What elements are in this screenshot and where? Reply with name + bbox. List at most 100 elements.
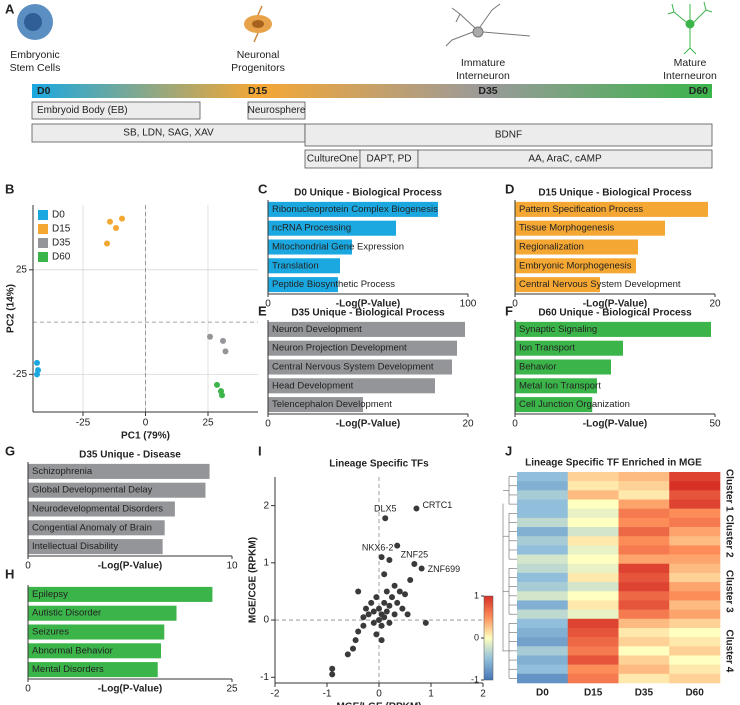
point [214, 381, 220, 388]
cluster-label: Cluster 4 [723, 629, 734, 672]
heatmap-cell [669, 499, 721, 509]
point-label: DLX5 [374, 504, 397, 514]
point [422, 619, 429, 626]
bar [515, 239, 638, 255]
point [352, 637, 359, 644]
chart-title: D0 Unique - Biological Process [294, 188, 442, 199]
chart-title: D60 Unique - Biological Process [538, 308, 692, 319]
bar-label: Ion Transport [519, 343, 575, 354]
heatmap-cell [567, 600, 619, 610]
bar [268, 277, 338, 293]
point [376, 605, 382, 612]
bar [268, 359, 452, 375]
x-tick-label: 0 [265, 299, 271, 310]
heatmap-cell [567, 618, 619, 629]
heatmap-cell [567, 554, 619, 565]
bar [268, 220, 396, 236]
bar [268, 321, 465, 337]
point [402, 591, 408, 598]
cluster-label: Cluster 2 [723, 515, 734, 558]
bar [268, 201, 438, 217]
heatmap-cell [517, 618, 569, 629]
heatmap-cell [669, 536, 721, 546]
point [378, 554, 385, 561]
colorbar [483, 595, 494, 681]
bar [515, 220, 665, 236]
bar-label: Abnormal Behavior [32, 645, 113, 656]
panel-label: B [5, 181, 14, 196]
x-tick-label: 0 [512, 299, 518, 310]
heatmap-cell [618, 609, 670, 620]
heatmap-cell [517, 527, 569, 537]
bar-label: Schizophrenia [32, 466, 93, 477]
heatmap-cell [567, 527, 619, 537]
bar [515, 359, 611, 375]
point [381, 614, 388, 621]
bar-label: Pattern Specification Process [519, 204, 643, 215]
heatmap-cell [618, 527, 670, 537]
heatmap-cell [517, 481, 569, 491]
heatmap-cell [567, 582, 619, 592]
heatmap-cell [517, 600, 569, 610]
heatmap-cell [567, 499, 619, 509]
point [329, 671, 336, 678]
bar [515, 378, 597, 394]
legend-label: D15 [52, 224, 71, 235]
heatmap-cell [669, 637, 721, 647]
point-label: NKX6-2 [362, 542, 394, 552]
x-axis-title: -Log(P-Value) [583, 299, 647, 310]
stage-label: Stem Cells [10, 62, 61, 74]
bar [515, 340, 623, 356]
heatmap-cell [517, 508, 569, 519]
point [418, 565, 425, 572]
timeline-day: D15 [248, 85, 267, 97]
bar [268, 258, 340, 274]
heatmap-cell [618, 554, 670, 565]
bar-label: Regionalization [519, 242, 584, 253]
heatmap-cell [618, 582, 670, 592]
x-tick-label: D35 [635, 688, 654, 699]
heatmap-cell [618, 646, 670, 656]
point [365, 611, 372, 618]
point [219, 392, 225, 399]
heatmap-cell [669, 609, 721, 620]
point [386, 602, 393, 609]
stage-label: Neuronal [237, 49, 280, 61]
heatmap-cell [567, 563, 619, 574]
x-tick-label: 0 [376, 689, 382, 700]
point-label: ZNF699 [428, 564, 461, 574]
heatmap-cell [567, 508, 619, 519]
stage-label: Progenitors [231, 62, 285, 74]
point [222, 348, 229, 355]
bar [268, 239, 352, 255]
point [107, 218, 113, 225]
heatmap-cell [517, 627, 569, 638]
point [389, 594, 395, 601]
bar-label: Central Nervous System Development [272, 362, 434, 373]
treatment-label: BDNF [495, 130, 522, 141]
heatmap-cell [567, 481, 619, 491]
point [34, 359, 40, 366]
bar-label: Congential Anomaly of Brain [32, 522, 152, 533]
x-tick-label: 20 [462, 419, 474, 430]
bar-label: Neuron Projection Development [272, 343, 407, 354]
heatmap-cell [567, 572, 619, 583]
x-tick-label: 50 [709, 419, 721, 430]
bar-label: Behavior [519, 362, 557, 373]
heatmap-cell [669, 563, 721, 574]
heatmap-cell [517, 517, 569, 528]
heatmap-cell [517, 655, 569, 665]
bar [28, 463, 210, 479]
x-tick-label: -1 [323, 689, 332, 700]
point [378, 637, 385, 644]
heatmap-cell [517, 609, 569, 620]
heatmap-cell [517, 637, 569, 647]
point [350, 645, 356, 652]
x-tick-label: -2 [271, 689, 280, 700]
panel-label: C [258, 181, 268, 196]
heatmap-cell [669, 655, 721, 665]
heatmap-cell [669, 664, 721, 675]
heatmap-cell [517, 582, 569, 592]
bar-label: Central Nervous System Development [519, 279, 681, 290]
legend-swatch [38, 252, 48, 262]
